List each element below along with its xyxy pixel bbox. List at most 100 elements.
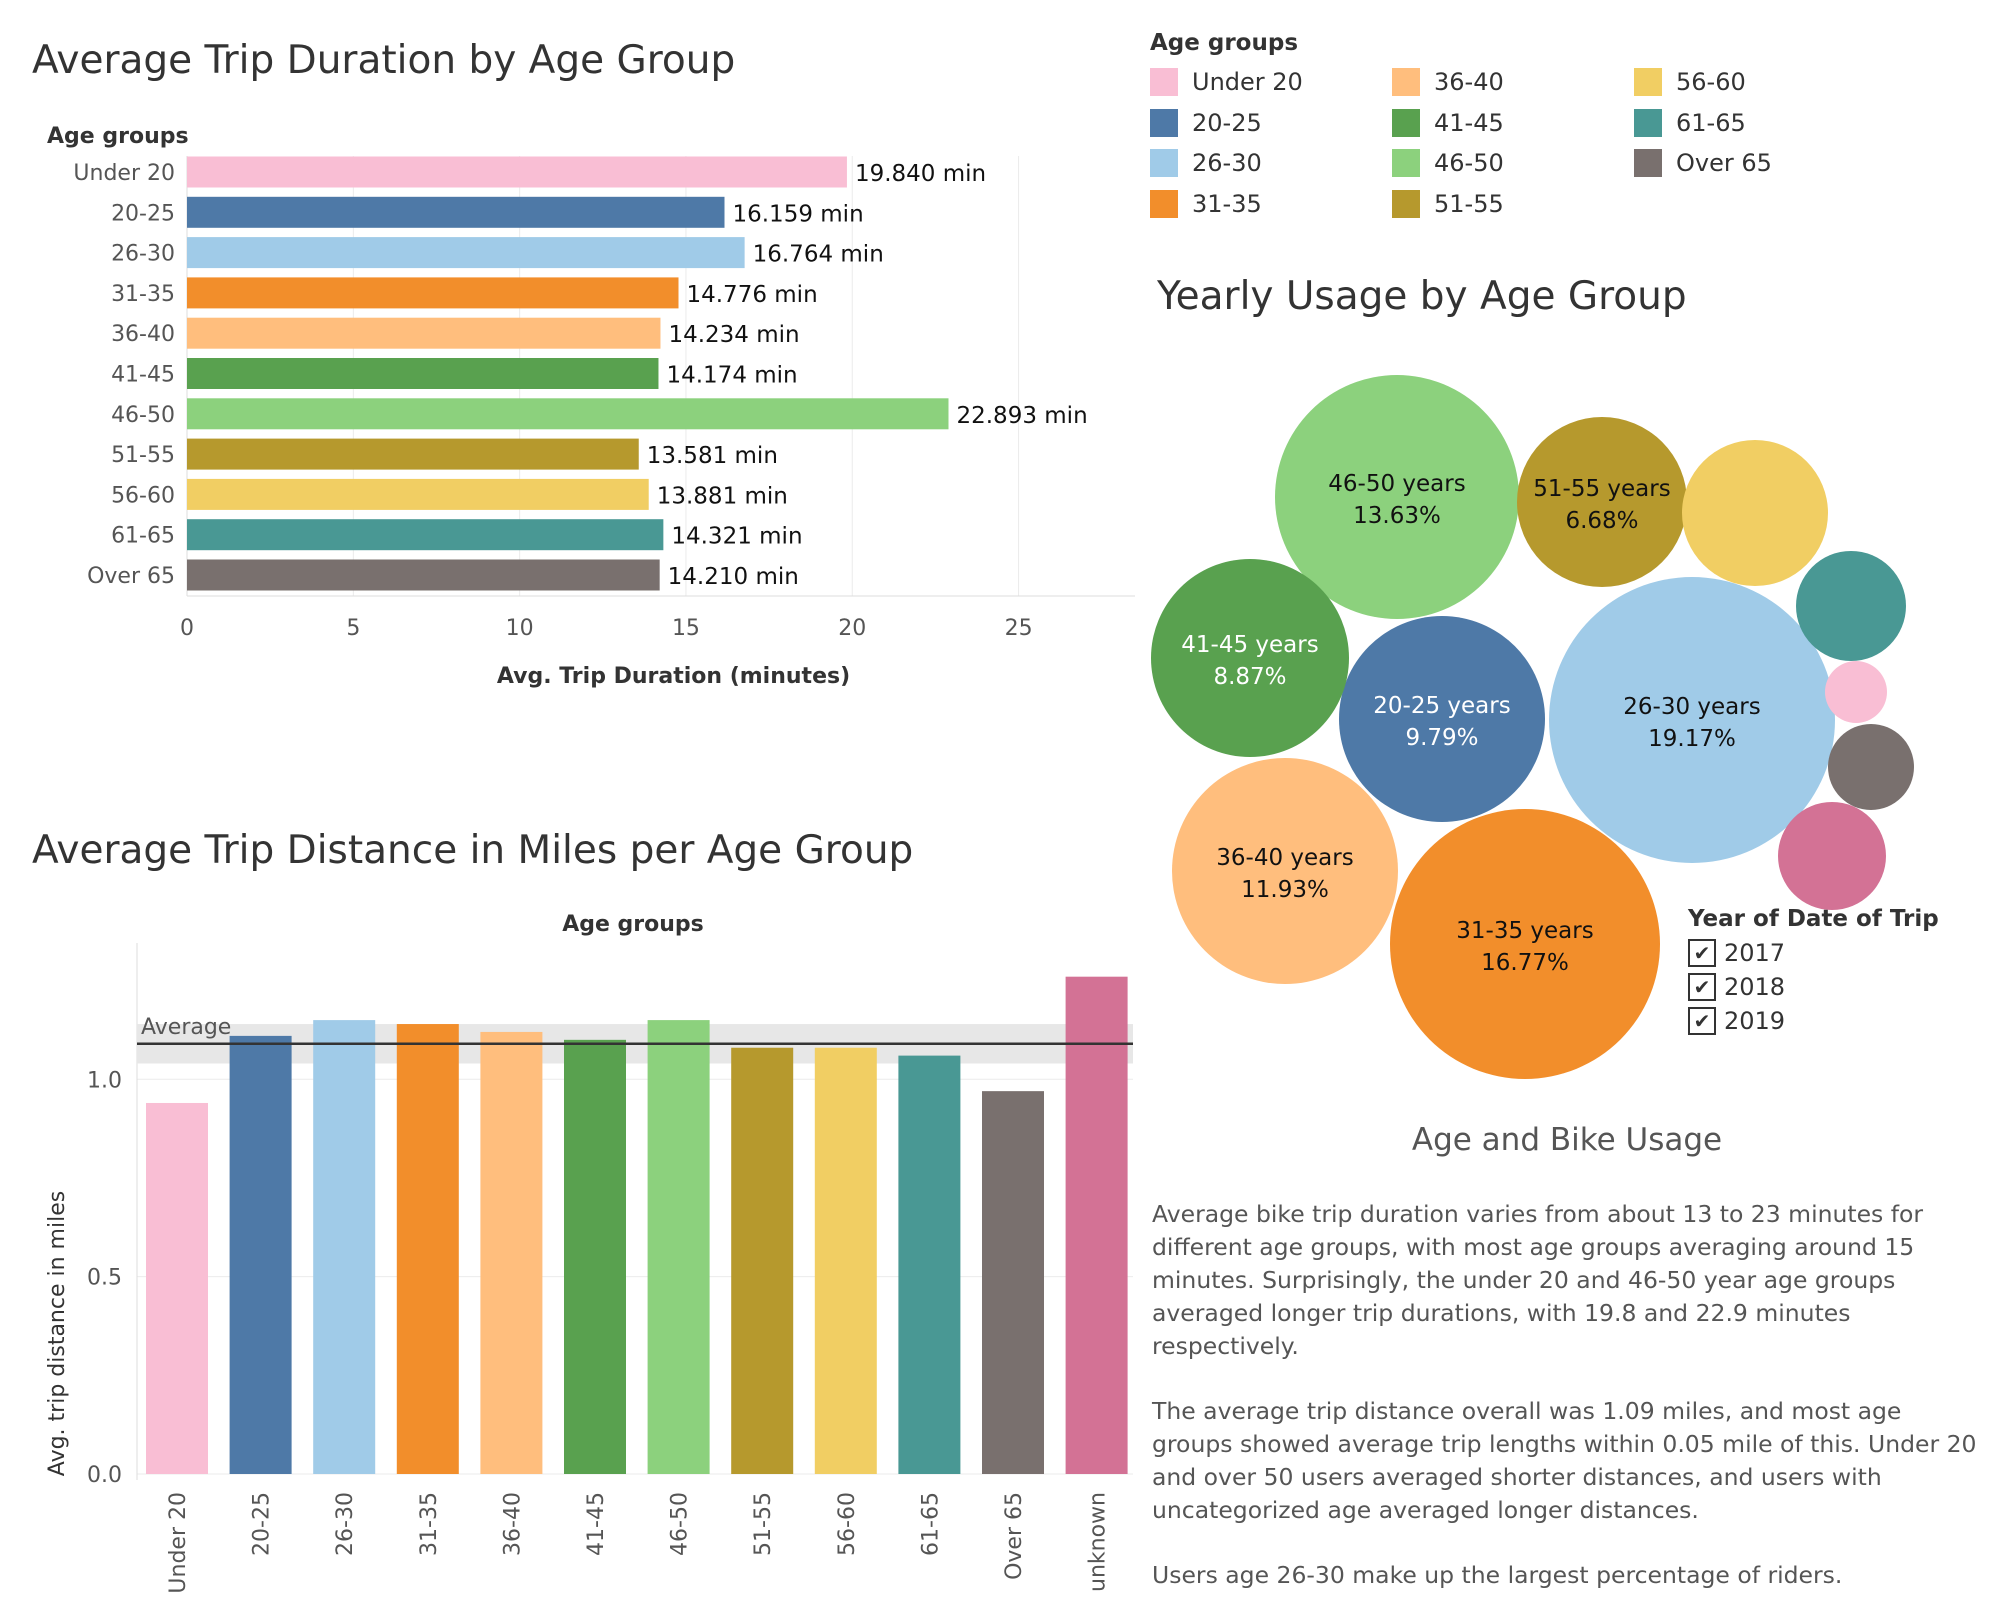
legend-item[interactable]: 61-65 <box>1634 107 1746 139</box>
legend-item[interactable]: 56-60 <box>1634 66 1746 98</box>
data-label: 16.159 min <box>732 201 863 227</box>
summary-panel: Age and Bike Usage Average bike trip dur… <box>1152 1122 1982 1624</box>
x-tick-label: 0 <box>180 616 194 641</box>
y-axis-title: Avg. trip distance in miles <box>45 1191 70 1476</box>
bar[interactable] <box>396 1024 459 1474</box>
year-filter-label: 2018 <box>1724 973 1786 1001</box>
data-label: 13.881 min <box>657 483 788 509</box>
row-header: Age groups <box>47 124 189 149</box>
legend-item[interactable]: 31-35 <box>1150 188 1262 220</box>
bar[interactable] <box>982 1091 1044 1474</box>
category-label: Over 65 <box>1002 1492 1027 1580</box>
legend-label: Under 20 <box>1192 68 1303 96</box>
category-label: unknown <box>1086 1492 1111 1592</box>
bar[interactable] <box>187 317 661 349</box>
bubble[interactable] <box>1172 758 1398 984</box>
bubble[interactable] <box>1778 802 1886 910</box>
category-label: 56-60 <box>111 483 175 508</box>
bar[interactable] <box>187 519 664 551</box>
bar[interactable] <box>187 478 649 510</box>
legend-label: 31-35 <box>1192 189 1262 218</box>
data-label: 22.893 min <box>956 403 1087 429</box>
checkbox[interactable]: ✔ <box>1688 973 1716 1001</box>
bar[interactable] <box>187 277 679 309</box>
legend-item[interactable]: 26-30 <box>1150 147 1262 179</box>
legend-label: Over 65 <box>1676 149 1772 177</box>
category-label: 46-50 <box>111 403 175 428</box>
bubble-label: 36-40 years <box>1216 845 1353 871</box>
bubble-label: 20-25 years <box>1373 693 1510 719</box>
bar[interactable] <box>229 1035 292 1474</box>
legend-item[interactable]: 46-50 <box>1392 147 1504 179</box>
bubble[interactable] <box>1517 417 1687 587</box>
bubble-value: 13.63% <box>1353 503 1441 529</box>
category-label: 51-55 <box>751 1492 776 1556</box>
legend-label: 51-55 <box>1434 189 1504 218</box>
bubble[interactable] <box>1339 616 1545 822</box>
legend-item[interactable]: 41-45 <box>1392 107 1504 139</box>
legend-label: 61-65 <box>1676 108 1746 137</box>
bubble[interactable] <box>1796 551 1906 661</box>
bar[interactable] <box>814 1047 877 1474</box>
bar[interactable] <box>146 1102 208 1474</box>
bar[interactable] <box>187 358 659 389</box>
bubble[interactable] <box>1275 375 1519 619</box>
year-filter-option[interactable]: ✔ 2018 <box>1688 970 1928 1004</box>
bar[interactable] <box>647 1020 710 1474</box>
bubble-value: 8.87% <box>1213 664 1286 690</box>
legend-item[interactable]: Over 65 <box>1634 147 1772 179</box>
bubble[interactable] <box>1825 661 1887 723</box>
bubble[interactable] <box>1390 809 1660 1079</box>
year-filter: Year of Date of Trip ✔ 2017 ✔ 2018 ✔ 2019 <box>1688 906 1939 1046</box>
bar[interactable] <box>898 1055 961 1474</box>
year-filter-option[interactable]: ✔ 2019 <box>1688 1004 1928 1038</box>
bubble-value: 6.68% <box>1565 508 1638 534</box>
duration-chart-title: Average Trip Duration by Age Group <box>32 38 736 83</box>
category-label: 41-45 <box>111 363 175 388</box>
bubble[interactable] <box>1151 559 1349 757</box>
year-filter-list: ✔ 2017 ✔ 2018 ✔ 2019 <box>1688 936 1928 1038</box>
data-label: 16.764 min <box>753 242 884 268</box>
checkbox[interactable]: ✔ <box>1688 939 1716 967</box>
checkbox[interactable]: ✔ <box>1688 1007 1716 1035</box>
bar[interactable] <box>187 559 660 591</box>
bar[interactable] <box>187 237 745 269</box>
bubble-value: 11.93% <box>1241 877 1329 903</box>
summary-title: Age and Bike Usage <box>1411 1122 1723 1158</box>
category-label: Under 20 <box>166 1492 191 1594</box>
bar[interactable] <box>313 1020 376 1474</box>
age-group-legend: Age groups Under 20 20-25 26-30 31-35 36-40 4… <box>1150 30 1970 230</box>
data-label: 13.581 min <box>647 443 778 469</box>
bar[interactable] <box>1065 976 1128 1474</box>
bubble-label: 31-35 years <box>1456 918 1593 944</box>
bubble[interactable] <box>1549 577 1835 863</box>
bubble-value: 9.79% <box>1405 725 1478 751</box>
legend-swatch <box>1150 108 1178 137</box>
bar[interactable] <box>187 156 847 188</box>
legend-item[interactable]: 51-55 <box>1392 188 1504 220</box>
legend-item[interactable]: Under 20 <box>1150 66 1303 98</box>
category-label: 36-40 <box>111 322 175 347</box>
bubble-label: 41-45 years <box>1181 632 1318 658</box>
category-label: 51-55 <box>111 443 175 468</box>
legend-item[interactable]: 20-25 <box>1150 107 1262 139</box>
year-filter-option[interactable]: ✔ 2017 <box>1688 936 1928 970</box>
category-label: 26-30 <box>111 242 175 267</box>
legend-swatch <box>1392 108 1420 137</box>
bubble[interactable] <box>1682 440 1828 586</box>
x-tick-label: 15 <box>672 616 700 641</box>
bar[interactable] <box>187 196 725 228</box>
category-label: Over 65 <box>87 564 175 589</box>
bar[interactable] <box>564 1039 626 1474</box>
legend-item[interactable]: 36-40 <box>1392 66 1504 98</box>
bar[interactable] <box>187 438 639 470</box>
legend-label: 56-60 <box>1676 68 1746 96</box>
usage-bubble-chart: 26-30 years 19.17% 31-35 years 16.77% 46-50 … <box>1151 375 1914 1079</box>
x-axis-title: Avg. Trip Duration (minutes) <box>497 664 850 689</box>
bar[interactable] <box>480 1031 543 1474</box>
bar[interactable] <box>187 398 949 430</box>
bar[interactable] <box>731 1047 794 1474</box>
summary-paragraph: Average bike trip duration varies from a… <box>1152 1200 1924 1360</box>
bubble[interactable] <box>1828 724 1914 810</box>
x-tick-label: 25 <box>1005 616 1033 641</box>
